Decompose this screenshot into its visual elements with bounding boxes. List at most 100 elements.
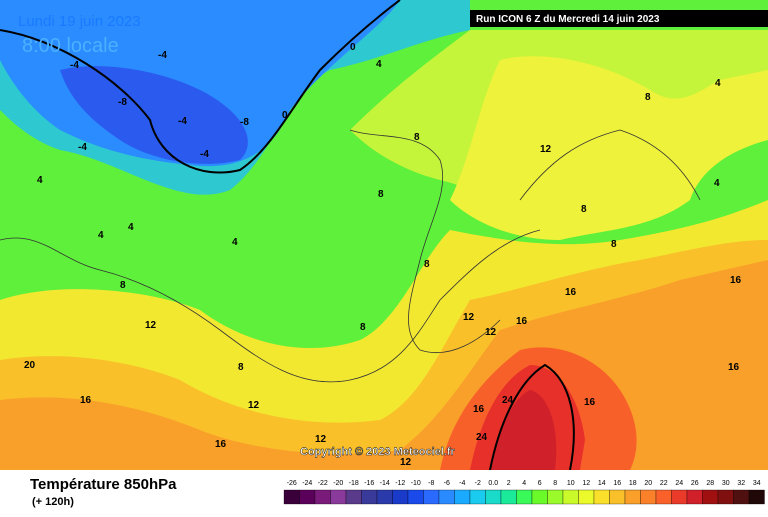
contour-label: 8 bbox=[120, 280, 126, 291]
contour-label: 16 bbox=[565, 287, 577, 298]
legend-label: 28 bbox=[706, 480, 714, 487]
run-info: Run ICON 6 Z du Mercredi 14 juin 2023 bbox=[476, 14, 660, 25]
contour-label: -4 bbox=[158, 50, 167, 61]
legend-swatch bbox=[500, 489, 517, 505]
contour-label: 20 bbox=[24, 360, 36, 371]
legend-label: -4 bbox=[459, 480, 465, 487]
legend-swatch bbox=[686, 489, 703, 505]
legend-swatch bbox=[562, 489, 579, 505]
contour-label: 16 bbox=[516, 316, 528, 327]
legend-label: -10 bbox=[411, 480, 421, 487]
legend-label: 20 bbox=[644, 480, 652, 487]
legend-swatch bbox=[361, 489, 378, 505]
contour-label: 16 bbox=[80, 395, 92, 406]
legend-label: -14 bbox=[380, 480, 390, 487]
contour-label: -4 bbox=[178, 116, 187, 127]
color-legend: -26 -24 -22 -20 -18 -16 -14 -12 -10 -8 -6 -4 -2 0.0 2 4… bbox=[283, 480, 765, 505]
legend-label: 34 bbox=[753, 480, 761, 487]
contour-label: 16 bbox=[730, 275, 742, 286]
contour-label: 24 bbox=[502, 395, 514, 406]
copyright: Copyright © 2023 Meteociel.fr bbox=[300, 446, 456, 458]
legend-label: 10 bbox=[567, 480, 575, 487]
contour-label: 16 bbox=[473, 404, 485, 415]
date: Lundi 19 juin 2023 bbox=[18, 13, 141, 30]
legend-label: 22 bbox=[660, 480, 668, 487]
legend-label: 8 bbox=[553, 480, 557, 487]
contour-label: 8 bbox=[378, 189, 384, 200]
legend-label: 16 bbox=[613, 480, 621, 487]
legend-swatch bbox=[655, 489, 672, 505]
legend-label: -16 bbox=[364, 480, 374, 487]
contour-label: -8 bbox=[240, 117, 249, 128]
contour-label: 16 bbox=[215, 439, 227, 450]
legend-label: 0.0 bbox=[488, 480, 498, 487]
footer-title: Température 850hPa bbox=[30, 476, 177, 493]
legend-label: 12 bbox=[582, 480, 590, 487]
legend-swatch bbox=[640, 489, 657, 505]
legend-label: 6 bbox=[538, 480, 542, 487]
legend-swatch bbox=[748, 489, 765, 505]
legend-label: 14 bbox=[598, 480, 606, 487]
legend-swatch bbox=[330, 489, 347, 505]
contour-label: 4 bbox=[715, 78, 721, 89]
contour-label: 0 bbox=[282, 110, 288, 121]
contour-label: 4 bbox=[37, 175, 43, 186]
legend-swatch bbox=[547, 489, 564, 505]
legend-label: -12 bbox=[395, 480, 405, 487]
contour-label: 24 bbox=[476, 432, 488, 443]
legend-swatch bbox=[624, 489, 641, 505]
contour-label: 4 bbox=[98, 230, 104, 241]
legend-label: -24 bbox=[302, 480, 312, 487]
legend-label: 24 bbox=[675, 480, 683, 487]
contour-label: 12 bbox=[248, 400, 260, 411]
legend-label: -26 bbox=[287, 480, 297, 487]
legend-swatch bbox=[454, 489, 471, 505]
footer-lead: (+ 120h) bbox=[32, 496, 74, 508]
contour-label: 4 bbox=[128, 222, 134, 233]
contour-label: 12 bbox=[400, 457, 412, 468]
contour-label: 4 bbox=[714, 178, 720, 189]
legend-label: -8 bbox=[428, 480, 434, 487]
legend-label: -20 bbox=[333, 480, 343, 487]
legend-label: -6 bbox=[444, 480, 450, 487]
legend-label: 30 bbox=[722, 480, 730, 487]
legend-swatch bbox=[345, 489, 362, 505]
legend-swatch bbox=[593, 489, 610, 505]
time: 8:00 locale bbox=[22, 35, 119, 57]
legend-swatch bbox=[376, 489, 393, 505]
legend-swatch bbox=[299, 489, 316, 505]
contour-label: 12 bbox=[463, 312, 475, 323]
legend-label: -22 bbox=[318, 480, 328, 487]
legend-swatch bbox=[717, 489, 734, 505]
legend-swatch bbox=[407, 489, 424, 505]
contour-label: 8 bbox=[581, 204, 587, 215]
run-banner bbox=[470, 10, 768, 27]
legend-swatch bbox=[531, 489, 548, 505]
legend-label: 2 bbox=[507, 480, 511, 487]
legend-label: 26 bbox=[691, 480, 699, 487]
legend-swatch bbox=[469, 489, 486, 505]
legend-label: -2 bbox=[475, 480, 481, 487]
legend-swatch bbox=[733, 489, 750, 505]
legend-label: 32 bbox=[737, 480, 745, 487]
contour-label: 12 bbox=[540, 144, 552, 155]
legend-label: 18 bbox=[629, 480, 637, 487]
temperature-field bbox=[0, 0, 768, 470]
legend-swatch bbox=[578, 489, 595, 505]
contour-label: 8 bbox=[414, 132, 420, 143]
contour-label: 8 bbox=[611, 239, 617, 250]
contour-label: -4 bbox=[78, 142, 87, 153]
contour-label: 16 bbox=[728, 362, 740, 373]
legend-swatch bbox=[609, 489, 626, 505]
legend-swatch bbox=[438, 489, 455, 505]
legend-label: -18 bbox=[349, 480, 359, 487]
legend-swatch bbox=[283, 489, 300, 505]
contour-labels: -8 -4 -4 -8 -4 -4 -4 0 0 4 4 4 4 4 4 8 8 8 8 8 8 8 12 12 12 12 12 1… bbox=[24, 42, 742, 468]
contour-label: -4 bbox=[70, 60, 79, 71]
legend-label: 4 bbox=[522, 480, 526, 487]
legend-swatch bbox=[702, 489, 719, 505]
legend-swatch bbox=[392, 489, 409, 505]
contour-label: -8 bbox=[118, 97, 127, 108]
contour-label: 8 bbox=[424, 259, 430, 270]
